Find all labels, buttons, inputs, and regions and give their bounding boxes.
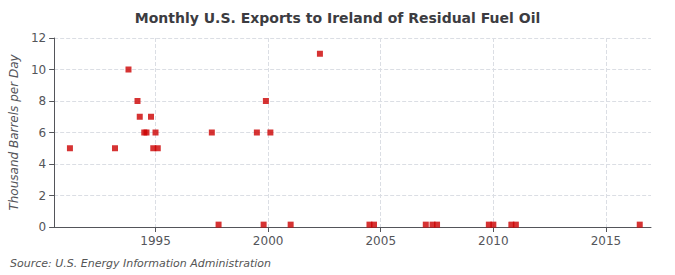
svg-text:2000: 2000 (253, 234, 284, 248)
svg-text:2005: 2005 (365, 234, 396, 248)
svg-text:1995: 1995 (140, 234, 171, 248)
svg-text:2010: 2010 (478, 234, 509, 248)
svg-text:Source: U.S. Energy Informatio: Source: U.S. Energy Information Administ… (10, 257, 271, 270)
svg-text:4: 4 (39, 157, 47, 171)
svg-text:0: 0 (39, 220, 47, 234)
svg-text:6: 6 (39, 126, 47, 140)
svg-text:Thousand Barrels per Day: Thousand Barrels per Day (7, 54, 21, 211)
svg-text:10: 10 (31, 63, 46, 77)
svg-text:2: 2 (39, 189, 47, 203)
svg-text:8: 8 (39, 94, 47, 108)
svg-text:2015: 2015 (591, 234, 622, 248)
svg-text:Monthly U.S. Exports to Irelan: Monthly U.S. Exports to Ireland of Resid… (135, 10, 540, 26)
svg-text:12: 12 (31, 31, 46, 45)
